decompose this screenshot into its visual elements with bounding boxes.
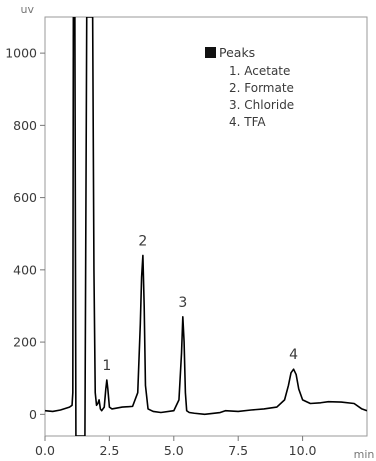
chromatogram-trace [45, 17, 367, 436]
legend-entry-1: 1. Acetate [229, 64, 290, 78]
x-tick-label: 7.5 [228, 443, 248, 458]
y-tick-label: 200 [13, 335, 37, 350]
x-axis-unit: min [354, 448, 375, 461]
peak-annotations: 1 2 3 4 [102, 233, 298, 374]
trace-layer [45, 17, 367, 436]
y-axis-unit: uv [21, 3, 35, 16]
legend-entry-3: 3. Chloride [229, 98, 294, 112]
y-tick-label: 600 [13, 190, 37, 205]
legend: Peaks 1. Acetate 2. Formate 3. Chloride … [205, 45, 294, 129]
plot-frame [44, 16, 368, 437]
legend-entry-2: 2. Formate [229, 81, 294, 95]
x-tick-label: 2.5 [99, 443, 119, 458]
y-tick-label: 1000 [5, 46, 37, 61]
x-tick-label: 5.0 [164, 443, 184, 458]
peak-label-2: 2 [138, 233, 147, 249]
x-tick-label: 0.0 [35, 443, 55, 458]
legend-marker [205, 47, 216, 58]
peak-label-1: 1 [102, 358, 111, 374]
y-tick-label: 0 [29, 407, 37, 422]
peak-label-4: 4 [289, 347, 298, 363]
peak-label-3: 3 [178, 295, 187, 311]
x-tick-label: 10.0 [289, 443, 317, 458]
legend-entry-4: 4. TFA [229, 115, 266, 129]
y-tick-label: 400 [13, 262, 37, 277]
tick-layer: 0 200 400 600 800 1000 0.0 2.5 5.0 7.5 10.0 [5, 46, 316, 458]
legend-heading: Peaks [219, 45, 255, 60]
plot-border [44, 16, 368, 437]
y-tick-label: 800 [13, 118, 37, 133]
